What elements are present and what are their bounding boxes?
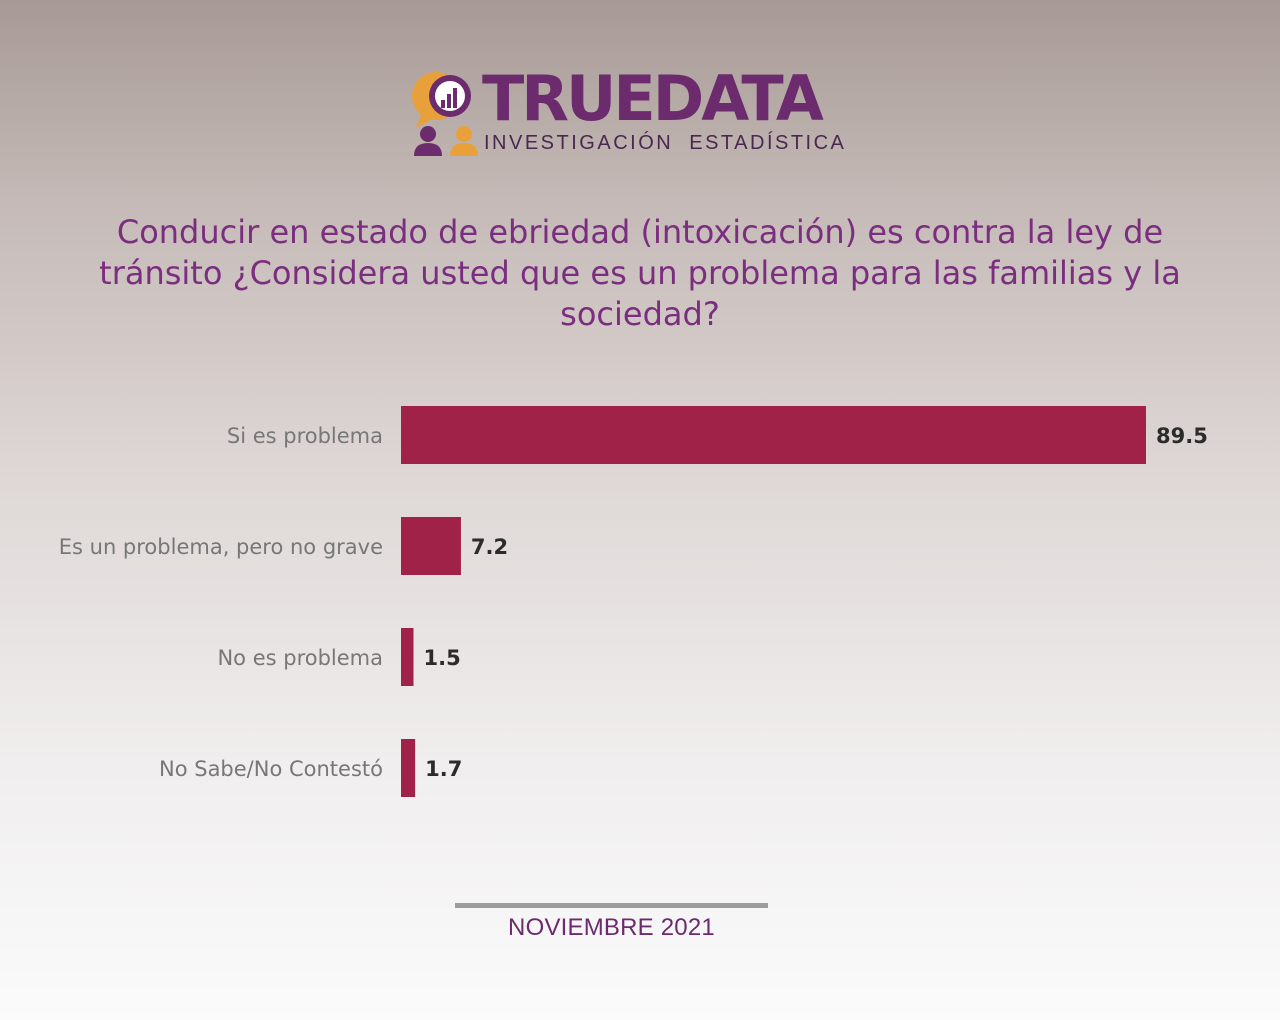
category-label: Si es problema	[227, 424, 383, 448]
category-label: No es problema	[217, 646, 383, 670]
footer-divider	[455, 903, 768, 908]
bar	[401, 517, 461, 575]
category-label: Es un problema, pero no grave	[59, 535, 383, 559]
brand-name-part1: TRUE	[482, 62, 656, 135]
chart-speech-bubble-people-icon	[412, 72, 478, 156]
truedata-logo: TRUEDATA INVESTIGACIÓN ESTADÍSTICA	[412, 62, 852, 166]
survey-question: Conducir en estado de ebriedad (intoxica…	[99, 213, 1181, 333]
category-label: No Sabe/No Contestó	[159, 757, 383, 781]
bar-chart: Si es problema 89.5 Es un problema, pero n…	[59, 406, 1208, 797]
value-label: 7.2	[471, 535, 508, 559]
bar	[401, 406, 1146, 464]
value-label: 1.7	[425, 757, 462, 781]
bar	[401, 739, 416, 797]
brand-name-part2: DATA	[652, 62, 824, 135]
value-label: 1.5	[423, 646, 460, 670]
value-label: 89.5	[1156, 424, 1208, 448]
brand-tagline: INVESTIGACIÓN ESTADÍSTICA	[484, 132, 847, 154]
bar	[401, 628, 414, 686]
footer-date: NOVIEMBRE 2021	[508, 914, 715, 941]
brand-name: TRUEDATA	[482, 62, 824, 135]
